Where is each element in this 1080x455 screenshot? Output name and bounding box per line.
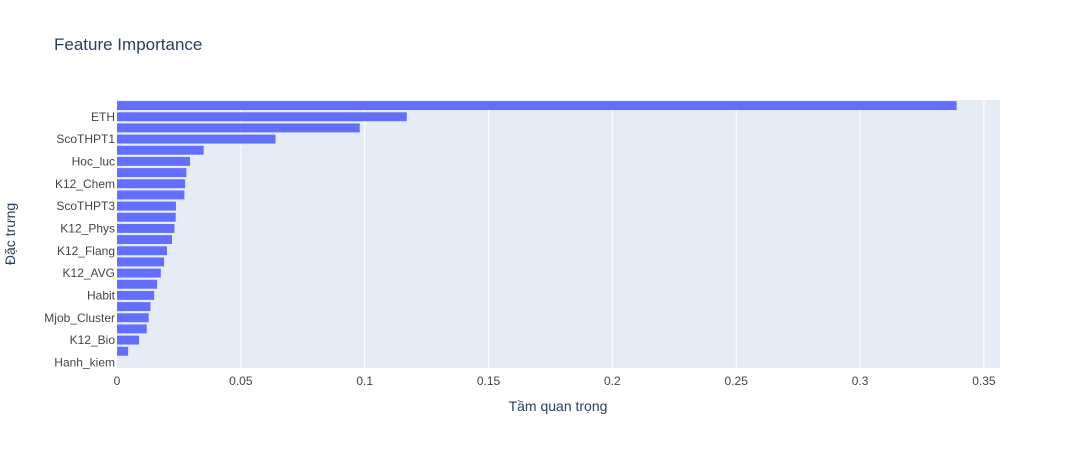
bar[interactable] — [117, 346, 129, 356]
y-tick-label: Habit — [87, 288, 116, 302]
x-tick-label: 0.05 — [229, 374, 253, 388]
x-tick-label: 0.3 — [852, 374, 869, 388]
y-tick-label: ETH — [91, 110, 115, 124]
bar[interactable] — [117, 324, 147, 334]
bar[interactable] — [117, 268, 161, 278]
bar[interactable] — [117, 279, 158, 289]
x-tick-label: 0.35 — [972, 374, 996, 388]
bar[interactable] — [117, 179, 186, 189]
y-axis-title: Đặc trưng — [2, 203, 18, 265]
bar[interactable] — [117, 223, 175, 233]
y-tick-label: K12_AVG — [63, 266, 115, 280]
x-tick-label: 0 — [114, 374, 121, 388]
bar[interactable] — [117, 246, 168, 256]
bar[interactable] — [117, 212, 176, 222]
y-tick-label: Hoc_luc — [72, 154, 115, 168]
bar[interactable] — [117, 168, 187, 178]
y-tick-label: K12_Bio — [70, 333, 116, 347]
x-tick-label: 0.1 — [356, 374, 373, 388]
y-tick-label: ScoTHPT3 — [56, 199, 115, 213]
bar[interactable] — [117, 257, 165, 267]
y-tick-label: K12_Flang — [57, 244, 115, 258]
bar[interactable] — [117, 101, 957, 111]
plot-area — [117, 100, 1000, 368]
y-tick-label: K12_Phys — [60, 221, 115, 235]
bar[interactable] — [117, 112, 407, 122]
bar[interactable] — [117, 134, 276, 144]
bar[interactable] — [117, 235, 172, 245]
y-tick-label: K12_Chem — [55, 177, 115, 191]
y-tick-label: ScoTHPT1 — [56, 132, 115, 146]
bar[interactable] — [117, 190, 185, 200]
bar[interactable] — [117, 335, 140, 345]
bars — [117, 101, 957, 356]
x-axis-ticks: 0 0.05 0.1 0.15 0.2 0.25 0.3 0.35 — [114, 374, 996, 388]
gridlines — [240, 100, 985, 368]
y-tick-label: Mjob_Cluster — [44, 311, 115, 325]
x-tick-label: 0.15 — [477, 374, 501, 388]
bar[interactable] — [117, 145, 204, 155]
x-tick-label: 0.25 — [725, 374, 749, 388]
bar[interactable] — [117, 290, 155, 300]
y-tick-label: Hanh_kiem — [54, 355, 115, 369]
x-axis-title: Tầm quan trọng — [509, 398, 608, 414]
chart-title: Feature Importance — [54, 35, 202, 54]
bar[interactable] — [117, 156, 191, 166]
y-axis-ticks: ETH ScoTHPT1 Hoc_luc K12_Chem ScoTHPT3 K12_Ph… — [44, 110, 115, 370]
bar[interactable] — [117, 313, 149, 323]
bar[interactable] — [117, 302, 151, 312]
bar[interactable] — [117, 201, 176, 211]
bar[interactable] — [117, 123, 360, 133]
x-tick-label: 0.2 — [604, 374, 621, 388]
